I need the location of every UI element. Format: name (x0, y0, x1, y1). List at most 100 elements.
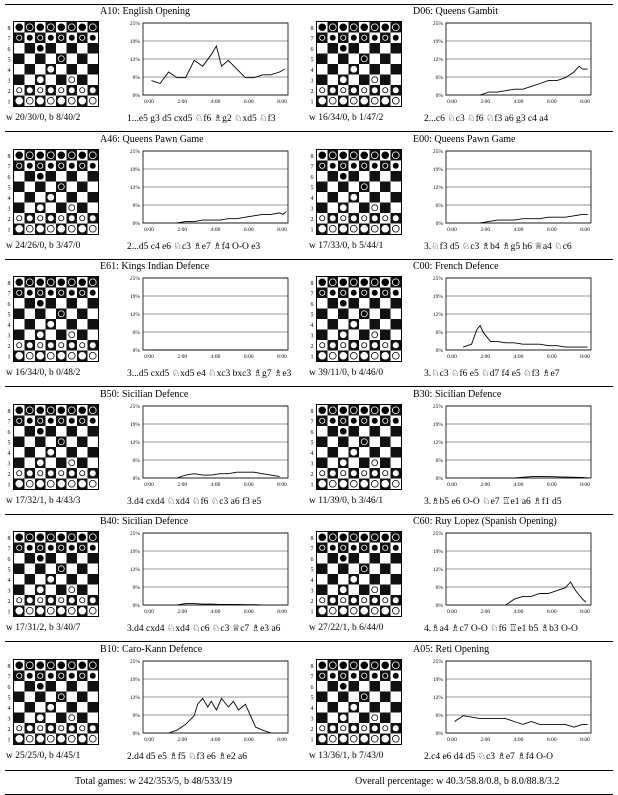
x-tick-label: 4:00 (211, 737, 221, 743)
x-tick-label: 2:00 (480, 737, 490, 743)
x-tick-label: 0:00 (144, 227, 154, 233)
svg-text:7: 7 (8, 420, 11, 426)
svg-text:7: 7 (311, 420, 314, 426)
opening-title: B50: Sicilian Defence (100, 389, 189, 400)
svg-text:5: 5 (311, 441, 314, 447)
separator-rule (5, 4, 613, 5)
y-tick-label: 12% (130, 440, 141, 446)
x-tick-label: 2:00 (177, 99, 187, 105)
y-tick-label: 25% (433, 404, 444, 410)
x-tick-label: 2:00 (177, 227, 187, 233)
svg-text:2: 2 (311, 727, 314, 733)
advantage-chart: 25% 19% 12% 6% 0% 0:00 2:00 4:00 6:00 8:00 (117, 657, 297, 754)
y-tick-label: 25% (433, 531, 444, 537)
svg-text:7: 7 (311, 675, 314, 681)
svg-text:5: 5 (311, 313, 314, 319)
advantage-chart: 25% 19% 12% 6% 0% 0:00 2:00 4:00 6:00 8:00 (420, 147, 600, 244)
x-tick-label: 6:00 (547, 99, 557, 105)
advantage-chart: 25% 19% 12% 6% 0% 0:00 2:00 4:00 6:00 8:00 (420, 657, 600, 754)
svg-text:7: 7 (311, 292, 314, 298)
y-tick-label: 12% (130, 567, 141, 573)
y-tick-label: 19% (130, 294, 141, 300)
svg-text:6: 6 (311, 430, 314, 436)
opening-title: E00: Queens Pawn Game (413, 134, 516, 145)
separator-rule (5, 386, 613, 387)
series-line (505, 581, 587, 606)
series-line (480, 213, 588, 224)
x-tick-label: 8:00 (277, 99, 287, 105)
svg-text:6: 6 (311, 685, 314, 691)
svg-text:7: 7 (8, 165, 11, 171)
x-tick-label: 0:00 (144, 482, 154, 488)
separator-rule (5, 259, 613, 260)
svg-text:8: 8 (8, 409, 11, 415)
series-line (177, 211, 287, 224)
x-tick-label: 6:00 (547, 609, 557, 615)
advantage-chart: 25% 19% 12% 6% 0% 0:00 2:00 4:00 6:00 8:00 (117, 529, 297, 626)
game-record: w 17/31/2, b 3/40/7 (6, 623, 81, 633)
x-tick-label: 0:00 (447, 99, 457, 105)
series-line (479, 65, 588, 96)
svg-text:1: 1 (8, 738, 11, 744)
x-tick-label: 4:00 (211, 227, 221, 233)
svg-text:2: 2 (8, 217, 11, 223)
x-tick-label: 4:00 (514, 482, 524, 488)
advantage-chart: 25% 19% 12% 6% 0% 0:00 2:00 4:00 6:00 8:00 (420, 402, 600, 499)
svg-text:3: 3 (8, 589, 11, 595)
svg-text:3: 3 (311, 334, 314, 340)
line-chart-svg: 25% 19% 12% 6% 0%0:00 2:00 4:00 6:00 8:00 (130, 21, 289, 105)
svg-text:4: 4 (8, 451, 11, 457)
y-tick-label: 25% (130, 21, 141, 27)
y-tick-label: 12% (130, 57, 141, 63)
x-tick-label: 4:00 (514, 99, 524, 105)
line-chart-svg: 25% 19% 12% 6% 0%0:00 2:00 4:00 6:00 8:00 (130, 276, 289, 360)
svg-text:8: 8 (8, 281, 11, 287)
y-tick-label: 12% (433, 312, 444, 318)
svg-text:3: 3 (8, 462, 11, 468)
y-tick-label: 0% (133, 476, 141, 482)
y-tick-label: 0% (133, 603, 141, 609)
chess-board: 8 7 6 5 4 3 2 1 (8, 531, 99, 617)
game-record: w 20/30/0, b 8/40/2 (6, 113, 81, 123)
svg-text:1: 1 (311, 355, 314, 361)
line-chart-svg: 25% 19% 12% 6% 0%0:00 2:00 4:00 6:00 8:00 (433, 149, 592, 233)
opening-title: A46: Queens Pawn Game (100, 134, 204, 145)
svg-text:5: 5 (311, 186, 314, 192)
opening-panel: E61: Kings Indian Defence 8 7 6 5 4 3 2 1 w 16/34… (5, 260, 305, 387)
opening-panel: A46: Queens Pawn Game 8 7 6 5 4 3 2 1 w 24/26/0, … (5, 133, 305, 260)
move-sequence: 2.d4 d5 e5 ♗f5 ♘f3 e6 ♗e2 a6 (127, 752, 247, 762)
x-tick-label: 4:00 (514, 609, 524, 615)
x-tick-label: 2:00 (480, 99, 490, 105)
y-tick-label: 6% (436, 203, 444, 209)
y-tick-label: 19% (130, 549, 141, 555)
y-tick-label: 19% (130, 167, 141, 173)
svg-text:5: 5 (311, 568, 314, 574)
svg-text:7: 7 (8, 37, 11, 43)
x-tick-label: 8:00 (277, 609, 287, 615)
opening-title: E61: Kings Indian Defence (100, 261, 210, 272)
y-tick-label: 6% (133, 585, 141, 591)
y-tick-label: 12% (433, 185, 444, 191)
chess-board: 8 7 6 5 4 3 2 1 (311, 21, 402, 107)
game-record: w 16/34/0, b 1/47/2 (309, 113, 384, 123)
y-tick-label: 25% (130, 404, 141, 410)
y-tick-label: 19% (433, 677, 444, 683)
x-tick-label: 0:00 (447, 737, 457, 743)
svg-text:1: 1 (8, 610, 11, 616)
x-tick-label: 8:00 (277, 227, 287, 233)
svg-text:6: 6 (311, 47, 314, 53)
series-line (480, 476, 588, 479)
x-tick-label: 8:00 (277, 737, 287, 743)
svg-text:8: 8 (8, 536, 11, 542)
line-chart-svg: 25% 19% 12% 6% 0%0:00 2:00 4:00 6:00 8:00 (433, 531, 592, 615)
y-tick-label: 6% (436, 713, 444, 719)
y-tick-label: 0% (436, 348, 444, 354)
line-chart-svg: 25% 19% 12% 6% 0%0:00 2:00 4:00 6:00 8:00 (130, 404, 289, 488)
svg-text:5: 5 (8, 186, 11, 192)
move-sequence: 3.d4 cxd4 ♘xd4 ♘c6 ♘c3 ♕c7 ♗e3 a6 (127, 624, 281, 634)
svg-text:4: 4 (311, 323, 314, 329)
x-tick-label: 2:00 (480, 609, 490, 615)
svg-text:5: 5 (8, 696, 11, 702)
move-sequence: 3.♘c3 ♘f6 e5 ♘d7 f4 e5 ♘f3 ♗e7 (424, 369, 560, 379)
svg-text:8: 8 (8, 664, 11, 670)
